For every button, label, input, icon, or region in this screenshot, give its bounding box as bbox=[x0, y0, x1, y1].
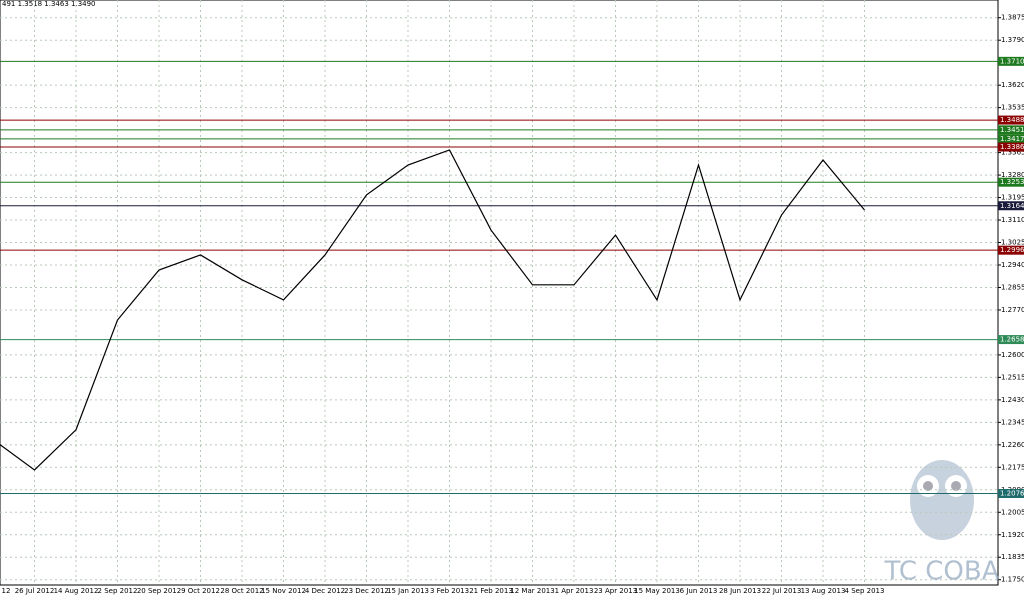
level-box bbox=[998, 134, 1024, 144]
x-tick-label: 13 Aug 2013 bbox=[801, 587, 846, 595]
x-tick-label: 21 Feb 2013 bbox=[469, 587, 513, 595]
watermark: TC COBA bbox=[883, 557, 999, 587]
y-tick-label: 1.2600 bbox=[1001, 351, 1024, 359]
x-tick-label: 28 Jun 2013 bbox=[719, 587, 761, 595]
y-tick-label: 1.3535 bbox=[1001, 104, 1024, 112]
level-label: 1.3488 bbox=[1000, 116, 1024, 124]
y-tick-label: 1.1750 bbox=[1001, 576, 1024, 584]
level-label: 1.3164 bbox=[1000, 202, 1024, 210]
y-tick-label: 1.2005 bbox=[1001, 508, 1024, 516]
level-label: 1.2076 bbox=[1000, 489, 1024, 497]
x-tick-label: 12 Mar 2013 bbox=[510, 587, 554, 595]
y-tick-label: 1.3195 bbox=[1001, 194, 1024, 202]
x-tick-label: 4 Sep 2013 bbox=[845, 587, 885, 595]
level-box bbox=[998, 177, 1024, 187]
y-tick-label: 1.1835 bbox=[1001, 553, 1024, 561]
y-tick-label: 1.2260 bbox=[1001, 441, 1024, 449]
y-tick-label: 1.3110 bbox=[1001, 216, 1024, 224]
y-tick-label: 1.2940 bbox=[1001, 261, 1024, 269]
x-tick-label: 20 Sep 2012 bbox=[137, 587, 181, 595]
y-tick-label: 1.3875 bbox=[1001, 14, 1024, 22]
x-tick-label: 14 Aug 2012 bbox=[54, 587, 99, 595]
y-tick-label: 1.2345 bbox=[1001, 418, 1024, 426]
level-label: 1.3386 bbox=[1000, 143, 1024, 151]
y-tick-label: 1.2175 bbox=[1001, 463, 1024, 471]
x-tick-label: 15 Jan 2013 bbox=[387, 587, 429, 595]
x-tick-label: 1 Apr 2013 bbox=[555, 587, 594, 595]
level-label: 1.2996 bbox=[1000, 246, 1024, 254]
y-tick-label: 1.3365 bbox=[1001, 149, 1024, 157]
level-box bbox=[998, 335, 1024, 345]
level-box bbox=[998, 115, 1024, 125]
x-tick-label: 26 Jul 2012 bbox=[15, 587, 55, 595]
level-label: 1.3253 bbox=[1000, 178, 1024, 186]
owl-logo bbox=[910, 460, 974, 540]
x-tick-label: 6 Jun 2013 bbox=[680, 587, 718, 595]
y-tick-label: 1.1920 bbox=[1001, 531, 1024, 539]
level-box bbox=[998, 125, 1024, 135]
level-box bbox=[998, 488, 1024, 498]
x-tick-label: 9 Oct 2012 bbox=[181, 587, 220, 595]
x-tick-label: 15 Nov 2012 bbox=[261, 587, 306, 595]
level-label: 1.3710 bbox=[1000, 57, 1024, 65]
plot-area bbox=[0, 0, 999, 586]
x-tick-label: 28 Oct 2012 bbox=[220, 587, 263, 595]
level-box bbox=[998, 245, 1024, 255]
y-tick-label: 1.3790 bbox=[1001, 36, 1024, 44]
level-label: 1.3451 bbox=[1000, 126, 1024, 134]
price-line bbox=[0, 149, 865, 471]
x-tick-label: 3 Feb 2013 bbox=[430, 587, 469, 595]
header-quote: 491 1.3518 1.3463 1.3490 bbox=[2, 0, 96, 8]
level-box bbox=[998, 142, 1024, 152]
y-tick-label: 1.2515 bbox=[1001, 373, 1024, 381]
y-tick-label: 1.3620 bbox=[1001, 81, 1024, 89]
x-tick-label: 23 Dec 2012 bbox=[344, 587, 389, 595]
y-tick-label: 1.3025 bbox=[1001, 239, 1024, 247]
y-tick-label: 1.2770 bbox=[1001, 306, 1024, 314]
x-tick-label: 23 Apr 2013 bbox=[594, 587, 637, 595]
x-tick-label: 4 Dec 2012 bbox=[305, 587, 345, 595]
y-tick-label: 1.2430 bbox=[1001, 396, 1024, 404]
level-label: 1.3417 bbox=[1000, 135, 1024, 143]
y-tick-label: 1.2855 bbox=[1001, 283, 1024, 291]
x-tick-label: 2 Sep 2012 bbox=[98, 587, 138, 595]
level-box bbox=[998, 56, 1024, 66]
y-tick-label: 1.3280 bbox=[1001, 171, 1024, 179]
x-tick-label: 22 Jul 2013 bbox=[762, 587, 802, 595]
level-box bbox=[998, 201, 1024, 211]
x-tick-label: 12 bbox=[2, 587, 11, 595]
x-tick-label: 15 May 2013 bbox=[634, 587, 680, 595]
level-label: 1.2658 bbox=[1000, 336, 1024, 344]
